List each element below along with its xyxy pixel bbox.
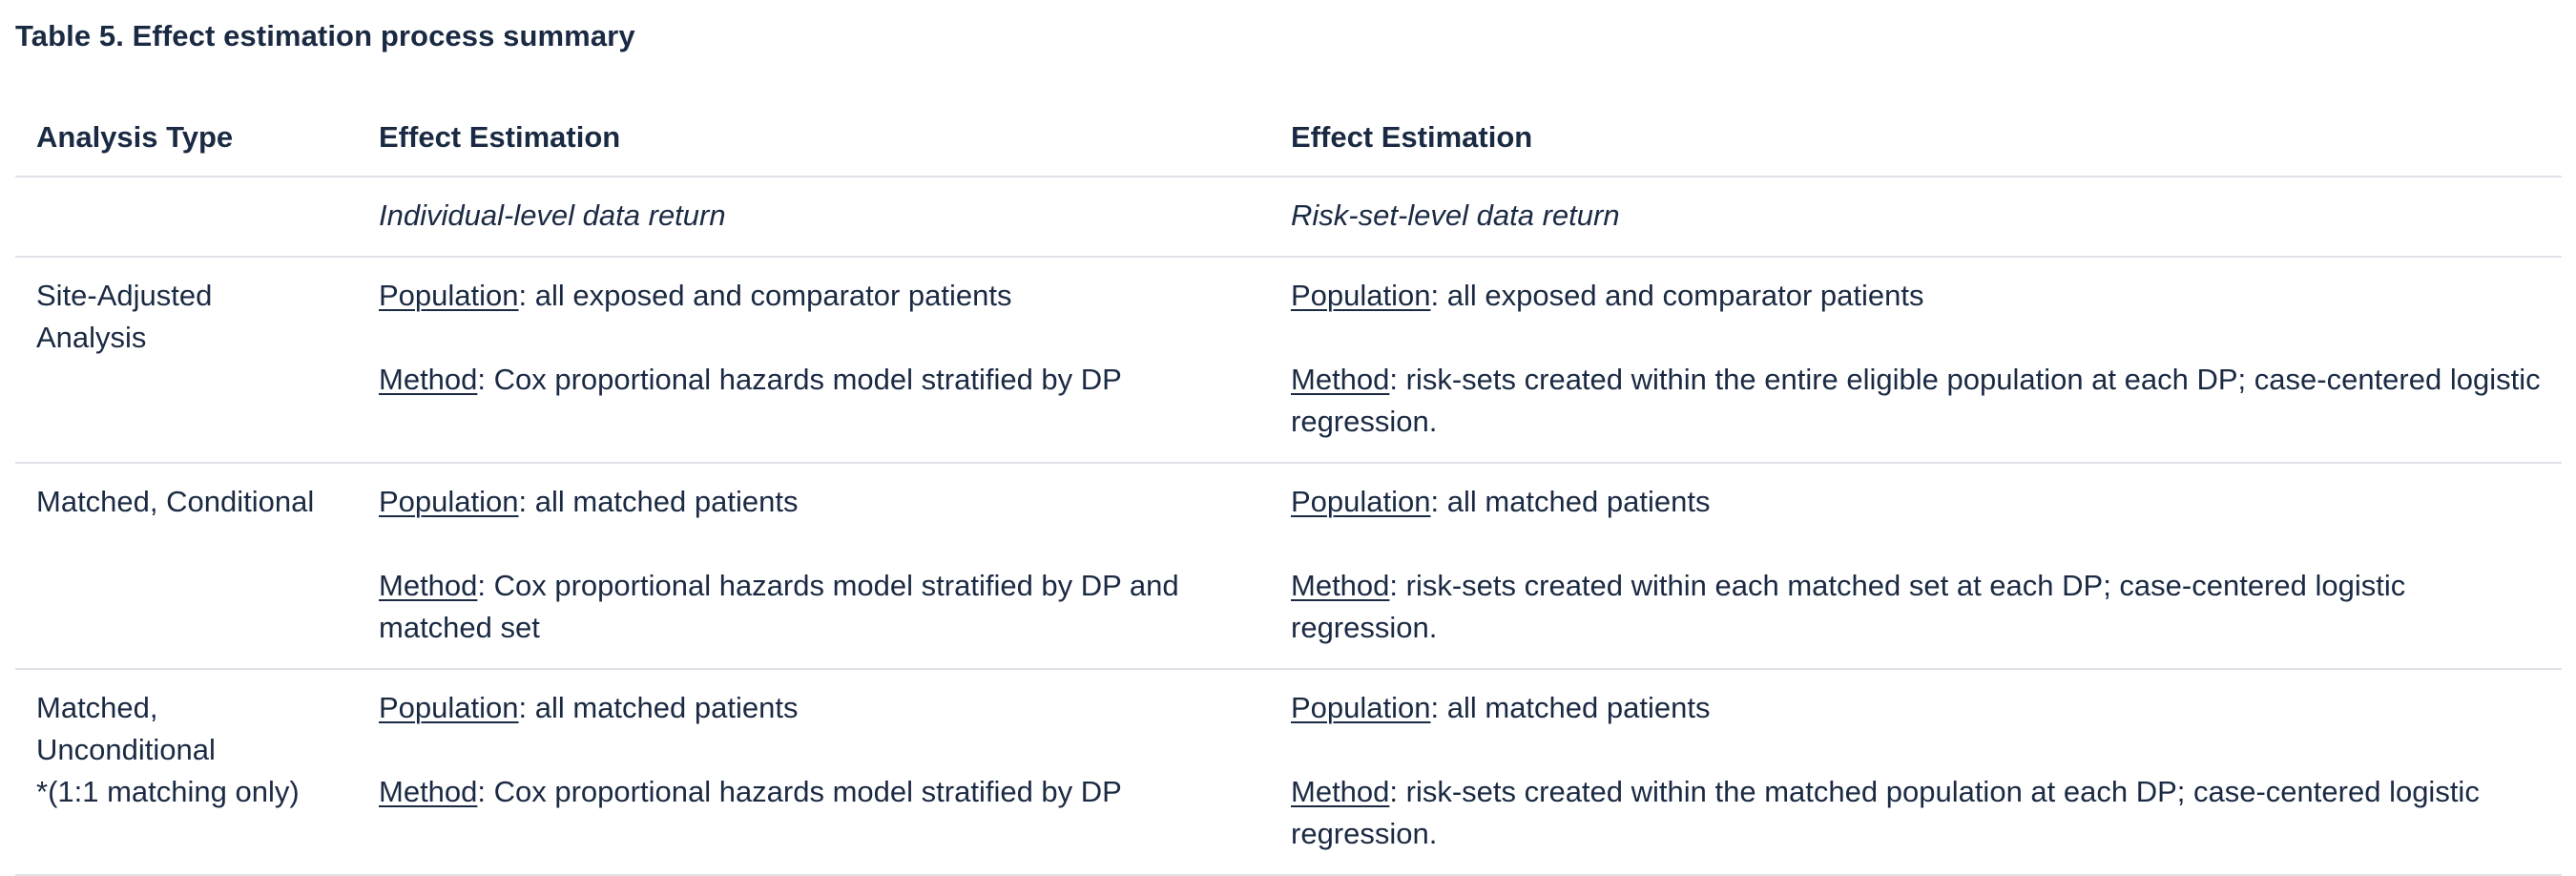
population-text: : all matched patients xyxy=(1430,691,1711,724)
population-term: Population xyxy=(379,485,519,518)
table-row: Matched, Unconditional *(1:1 matching on… xyxy=(15,669,2562,876)
subheader-row: Individual-level data return Risk-set-le… xyxy=(15,177,2562,258)
population-text: : all matched patients xyxy=(518,691,799,724)
header-effect-estimation-individual: Effect Estimation xyxy=(358,95,1270,177)
effect-estimation-table: Analysis Type Effect Estimation Effect E… xyxy=(15,95,2562,876)
table-row: Site-Adjusted Analysis Population: all e… xyxy=(15,257,2562,464)
analysis-type-line: Matched, Conditional xyxy=(36,485,315,518)
analysis-type-cell: Matched, Unconditional *(1:1 matching on… xyxy=(15,669,358,876)
population-entry: Population: all exposed and comparator p… xyxy=(1291,275,2541,317)
analysis-type-cell: Matched, Conditional xyxy=(15,463,358,670)
method-text: : Cox proportional hazards model stratif… xyxy=(477,363,1122,396)
population-entry: Population: all matched patients xyxy=(1291,687,2541,729)
method-entry: Method: Cox proportional hazards model s… xyxy=(379,565,1249,649)
method-term: Method xyxy=(379,363,478,396)
method-entry: Method: Cox proportional hazards model s… xyxy=(379,359,1249,401)
population-term: Population xyxy=(379,279,519,312)
population-entry: Population: all matched patients xyxy=(379,687,1249,729)
individual-cell: Population: all exposed and comparator p… xyxy=(358,257,1270,464)
method-entry: Method: Cox proportional hazards model s… xyxy=(379,771,1249,813)
population-term: Population xyxy=(1291,485,1431,518)
population-term: Population xyxy=(1291,691,1431,724)
table-caption: Table 5. Effect estimation process summa… xyxy=(15,19,635,52)
individual-cell: Population: all matched patients Method:… xyxy=(358,463,1270,670)
analysis-type-cell: Site-Adjusted Analysis xyxy=(15,257,358,464)
method-text: : Cox proportional hazards model stratif… xyxy=(379,569,1179,644)
population-text: : all matched patients xyxy=(518,485,799,518)
riskset-cell: Population: all matched patients Method:… xyxy=(1270,463,2562,670)
population-entry: Population: all matched patients xyxy=(1291,481,2541,523)
population-entry: Population: all exposed and comparator p… xyxy=(379,275,1249,317)
header-effect-estimation-riskset: Effect Estimation xyxy=(1270,95,2562,177)
population-entry: Population: all matched patients xyxy=(379,481,1249,523)
method-term: Method xyxy=(1291,569,1390,602)
header-row: Analysis Type Effect Estimation Effect E… xyxy=(15,95,2562,177)
analysis-type-line: Site-Adjusted xyxy=(36,279,213,312)
analysis-type-line: Matched, xyxy=(36,691,158,724)
subheader-riskset: Risk-set-level data return xyxy=(1270,177,2562,258)
method-term: Method xyxy=(1291,775,1390,808)
method-text: : risk-sets created within each matched … xyxy=(1291,569,2406,644)
method-term: Method xyxy=(379,569,478,602)
method-entry: Method: risk-sets created within each ma… xyxy=(1291,565,2541,649)
analysis-type-line: Unconditional xyxy=(36,733,216,766)
individual-cell: Population: all matched patients Method:… xyxy=(358,669,1270,876)
riskset-cell: Population: all matched patients Method:… xyxy=(1270,669,2562,876)
method-term: Method xyxy=(1291,363,1390,396)
subheader-individual: Individual-level data return xyxy=(358,177,1270,258)
method-text: : risk-sets created within the matched p… xyxy=(1291,775,2480,850)
method-text: : risk-sets created within the entire el… xyxy=(1291,363,2541,438)
subheader-empty xyxy=(15,177,358,258)
method-text: : Cox proportional hazards model stratif… xyxy=(477,775,1122,808)
analysis-type-footnote: *(1:1 matching only) xyxy=(36,775,300,808)
population-text: : all exposed and comparator patients xyxy=(1430,279,1924,312)
method-term: Method xyxy=(379,775,478,808)
riskset-cell: Population: all exposed and comparator p… xyxy=(1270,257,2562,464)
header-analysis-type: Analysis Type xyxy=(15,95,358,177)
population-text: : all matched patients xyxy=(1430,485,1711,518)
method-entry: Method: risk-sets created within the ent… xyxy=(1291,359,2541,443)
population-term: Population xyxy=(1291,279,1431,312)
population-term: Population xyxy=(379,691,519,724)
method-entry: Method: risk-sets created within the mat… xyxy=(1291,771,2541,855)
population-text: : all exposed and comparator patients xyxy=(518,279,1012,312)
table-row: Matched, Conditional Population: all mat… xyxy=(15,463,2562,670)
analysis-type-line: Analysis xyxy=(36,321,147,354)
